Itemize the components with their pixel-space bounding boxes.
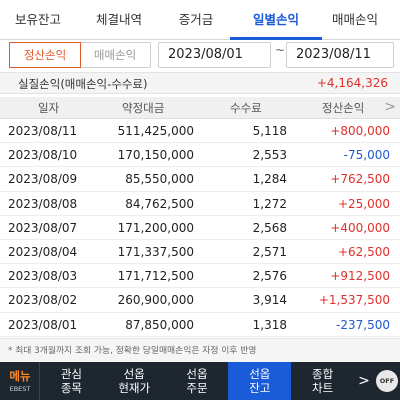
row-fee: 1,318 — [252, 317, 287, 332]
tab-trading-pl[interactable]: 매매손익 — [332, 12, 379, 27]
row-amount: 260,900,000 — [117, 293, 194, 308]
top-tab-bar: 보유잔고 체결내역 증거금 일별손익 매매손익 — [0, 0, 400, 40]
date-separator: ~ — [275, 43, 286, 57]
row-fee: 5,118 — [252, 124, 287, 138]
tab-holdings[interactable]: 보유잔고 — [14, 12, 61, 27]
row-fee: 1,272 — [252, 196, 287, 211]
row-pl: +800,000 — [330, 124, 390, 138]
start-date-field[interactable]: 2023/08/01 — [158, 42, 271, 68]
row-pl: +25,000 — [337, 196, 390, 211]
row-fee: 2,568 — [252, 220, 287, 235]
row-fee: 2,571 — [252, 244, 287, 259]
off-toggle-button[interactable]: OFF — [374, 362, 400, 400]
header-amount: 약정대금 — [122, 101, 165, 115]
table-row[interactable]: 2023/08/07 171,200,000 2,568 +400,000 — [0, 216, 400, 240]
table-row[interactable]: 2023/08/10 170,150,000 2,553 -75,000 — [0, 143, 400, 168]
row-date: 2023/08/10 — [8, 148, 78, 163]
row-fee: 2,576 — [252, 269, 287, 284]
row-pl: +912,500 — [330, 269, 390, 284]
tab-margin[interactable]: 증거금 — [178, 12, 214, 27]
row-amount: 84,762,500 — [125, 196, 194, 211]
header-date: 일자 — [38, 101, 60, 115]
row-date: 2023/08/11 — [8, 124, 78, 138]
notice-text: * 최대 3개월까지 조회 가능, 정확한 당일매매손익은 자정 이후 반영 — [0, 338, 400, 362]
table-row[interactable]: 2023/08/09 85,550,000 1,284 +762,500 — [0, 167, 400, 192]
row-pl: +400,000 — [330, 220, 390, 235]
row-pl: +1,537,500 — [318, 293, 390, 308]
row-date: 2023/08/01 — [8, 317, 78, 332]
row-date: 2023/08/08 — [8, 196, 78, 211]
row-pl: -237,500 — [336, 317, 390, 332]
table-row[interactable]: 2023/08/08 84,762,500 1,272 +25,000 — [0, 192, 400, 216]
realized-pl-label: 실질손익(매매손익-수수료) — [18, 77, 148, 91]
realized-pl-row: 실질손익(매매손익-수수료) +4,164,326 — [0, 72, 400, 94]
menu-label: 메뉴 — [9, 369, 31, 383]
table-row[interactable]: 2023/08/02 260,900,000 3,914 +1,537,500 — [0, 288, 400, 313]
realized-pl-value: +4,164,326 — [316, 76, 388, 90]
row-fee: 3,914 — [252, 293, 287, 308]
nav-chart[interactable]: 종합 차트 — [312, 367, 334, 395]
nav-watchlist[interactable]: 관심 종목 — [60, 367, 82, 395]
table-row[interactable]: 2023/08/11 511,425,000 5,118 +800,000 — [0, 119, 400, 144]
header-fee: 수수료 — [230, 101, 262, 115]
nav-futures-quote[interactable]: 선옵 현재가 — [118, 367, 151, 395]
table-header: 일자 약정대금 수수료 정산손익 > — [0, 97, 400, 119]
tab-daily-pl[interactable]: 일별손익 — [230, 0, 322, 40]
brand-logo: EBEST — [9, 385, 31, 393]
nav-futures-order[interactable]: 선옵 주문 — [186, 367, 208, 395]
table-row[interactable]: 2023/08/04 171,337,500 2,571 +62,500 — [0, 240, 400, 265]
row-amount: 87,850,000 — [125, 317, 194, 332]
table-row[interactable]: 2023/08/03 171,712,500 2,576 +912,500 — [0, 264, 400, 289]
row-pl: -75,000 — [343, 148, 390, 163]
header-pl: 정산손익 — [322, 101, 365, 115]
pl-type-toggle: 정산손익 매매손익 — [9, 42, 151, 68]
row-amount: 171,337,500 — [117, 244, 194, 259]
row-fee: 2,553 — [252, 148, 287, 163]
tab-executions[interactable]: 체결내역 — [95, 12, 142, 27]
row-date: 2023/08/03 — [8, 269, 78, 284]
chevron-right-icon[interactable]: > — [358, 373, 370, 389]
bottom-nav-bar: 메뉴 EBEST 관심 종목 선옵 현재가 선옵 주문 선옵 잔고 종합 차트 … — [0, 362, 400, 400]
row-date: 2023/08/02 — [8, 293, 78, 308]
daily-pl-table: 2023/08/11 511,425,000 5,118 +800,000 2023/0… — [0, 119, 400, 337]
row-date: 2023/08/04 — [8, 244, 78, 259]
nav-futures-balance[interactable]: 선옵 잔고 — [228, 362, 292, 400]
chevron-right-icon[interactable]: > — [384, 99, 396, 115]
off-icon: OFF — [375, 370, 398, 392]
filter-row: 정산손익 매매손익 2023/08/01 ~ 2023/08/11 — [0, 41, 400, 69]
row-pl: +62,500 — [337, 244, 390, 259]
row-amount: 171,200,000 — [117, 220, 194, 235]
settlement-pl-button[interactable]: 정산손익 — [9, 42, 81, 68]
row-amount: 85,550,000 — [125, 172, 194, 187]
row-pl: +762,500 — [330, 172, 390, 187]
table-row[interactable]: 2023/08/01 87,850,000 1,318 -237,500 — [0, 313, 400, 337]
row-date: 2023/08/09 — [8, 172, 78, 187]
row-amount: 171,712,500 — [117, 269, 194, 284]
row-date: 2023/08/07 — [8, 220, 78, 235]
row-fee: 1,284 — [252, 172, 287, 187]
menu-button[interactable]: 메뉴 EBEST — [0, 362, 40, 400]
trading-pl-button[interactable]: 매매손익 — [93, 48, 137, 62]
row-amount: 511,425,000 — [117, 124, 194, 138]
end-date-field[interactable]: 2023/08/11 — [286, 42, 394, 68]
row-amount: 170,150,000 — [117, 148, 194, 163]
